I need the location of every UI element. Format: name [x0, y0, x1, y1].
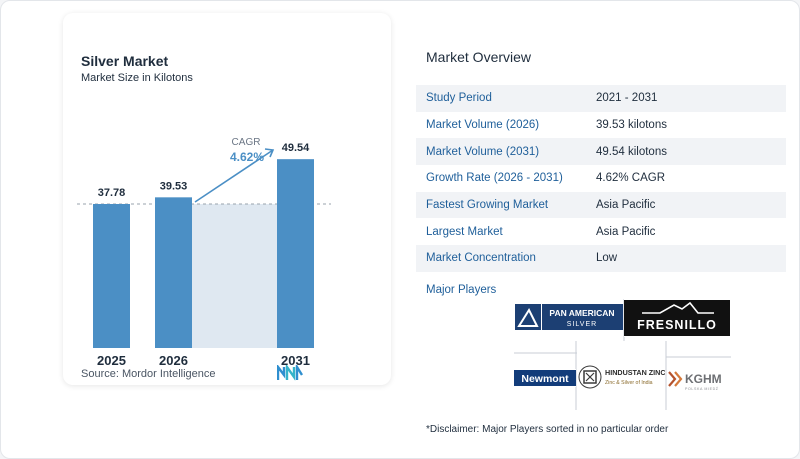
kghm-text: KGHM [685, 372, 722, 386]
cagr-arrowhead [264, 148, 275, 158]
chart-subtitle: Market Size in Kilotons [81, 72, 193, 84]
forecast-band [192, 204, 277, 348]
cagr-value: 4.62% [230, 150, 264, 164]
overview-value: 49.54 kilotons [596, 145, 667, 158]
bar-2026 [155, 197, 192, 348]
newmont-logo-icon: Newmont [514, 370, 576, 386]
major-players-label: Major Players [426, 284, 497, 296]
overview-row: Market Volume (2031) 49.54 kilotons [416, 138, 786, 166]
overview-row: Fastest Growing Market Asia Pacific [416, 191, 786, 219]
overview-row: Study Period 2021 - 2031 [416, 85, 786, 112]
overview-row: Growth Rate (2026 - 2031) 4.62% CAGR [416, 165, 786, 192]
overview-table: Study Period 2021 - 2031 Market Volume (… [416, 85, 786, 272]
value-label-2026: 39.53 [160, 180, 188, 192]
overview-key: Growth Rate (2026 - 2031) [426, 172, 563, 185]
bar-chart: 37.78 2025 39.53 2026 49.54 2031 CAGR 4.62% [77, 137, 331, 368]
overview-key: Market Concentration [426, 252, 536, 265]
overview-value: 2021 - 2031 [596, 92, 658, 105]
overview-value: 4.62% CAGR [596, 172, 666, 185]
hindustan-zinc-logo-icon: HINDUSTAN ZINC Zinc & Silver of India [578, 365, 665, 389]
player-newmont: Newmont [514, 369, 576, 387]
overview-value: 39.53 kilotons [596, 119, 667, 132]
bar-2025 [93, 204, 130, 348]
hindustan-zinc-text: HINDUSTAN ZINC [605, 368, 665, 377]
fresnillo-logo-icon: FRESNILLO [624, 300, 730, 336]
category-label-2031: 2031 [281, 353, 310, 368]
overview-row: Largest Market Asia Pacific [416, 218, 786, 245]
kghm-tagline: POLSKA MIEDŹ [685, 386, 719, 391]
pan-american-logo-icon: PAN AMERICAN SILVER [515, 304, 623, 330]
bar-2031 [277, 159, 314, 348]
fresnillo-text: FRESNILLO [637, 318, 717, 332]
kghm-logo-icon: KGHM POLSKA MIEDŹ [668, 371, 722, 391]
overview-value: Asia Pacific [596, 199, 656, 212]
market-overview: Market Overview Study Period 2021 - 2031… [416, 1, 786, 459]
value-label-2031: 49.54 [282, 142, 310, 154]
overview-key: Fastest Growing Market [426, 199, 549, 212]
overview-row: Market Volume (2026) 39.53 kilotons [416, 112, 786, 139]
overview-key: Market Volume (2026) [426, 119, 540, 132]
mordor-intelligence-logo-icon [277, 365, 303, 381]
players-grid: PAN AMERICAN SILVER FRESNILLO Newmont [416, 1, 786, 459]
overview-key: Largest Market [426, 225, 503, 238]
chart-title: Silver Market [81, 53, 169, 69]
hindustan-zinc-tagline: Zinc & Silver of India [605, 380, 653, 386]
cagr-label: CAGR [232, 137, 261, 148]
player-pan-american-silver: PAN AMERICAN SILVER [515, 301, 623, 333]
overview-key: Market Volume (2031) [426, 145, 540, 158]
overview-value: Asia Pacific [596, 225, 656, 238]
overview-value: Low [596, 252, 618, 265]
pan-american-line1: PAN AMERICAN [549, 308, 614, 318]
overview-row: Market Concentration Low [416, 245, 786, 272]
overview-title: Market Overview [426, 49, 532, 65]
pan-american-line2: SILVER [567, 321, 597, 328]
chart-card: Silver Market Market Size in Kilotons 37… [63, 13, 391, 385]
value-label-2025: 37.78 [98, 187, 126, 199]
player-fresnillo: FRESNILLO [624, 299, 730, 337]
category-label-2025: 2025 [97, 353, 126, 368]
cagr-arrow [194, 149, 274, 203]
overview-key: Study Period [426, 92, 492, 105]
player-kghm: KGHM POLSKA MIEDŹ [667, 365, 731, 393]
newmont-text: Newmont [521, 373, 569, 385]
source-note: Source: Mordor Intelligence [81, 368, 216, 380]
player-hindustan-zinc: HINDUSTAN ZINC Zinc & Silver of India [577, 346, 665, 408]
disclaimer: *Disclaimer: Major Players sorted in no … [426, 424, 669, 435]
category-label-2026: 2026 [159, 353, 188, 368]
